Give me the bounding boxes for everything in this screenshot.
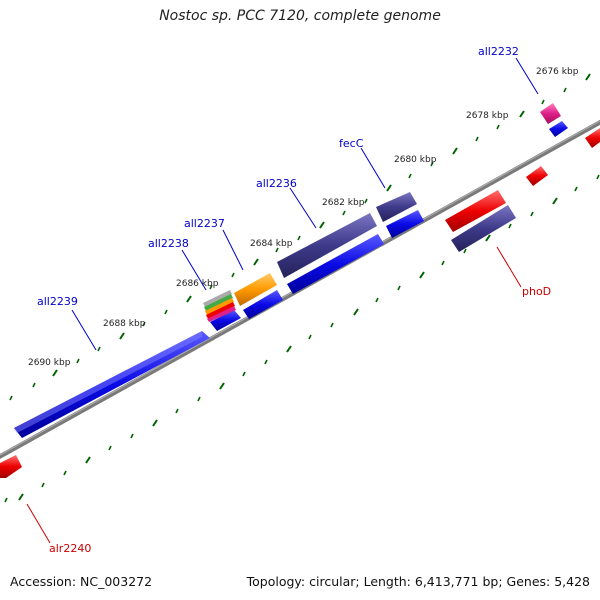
gene-fecC-top[interactable] xyxy=(376,192,417,222)
gene-label-all2232[interactable]: all2232 xyxy=(478,45,519,58)
kbp-label-2684: 2684 kbp xyxy=(250,239,293,249)
kbp-label-2690: 2690 kbp xyxy=(28,358,71,368)
gene-label-all2236[interactable]: all2236 xyxy=(256,177,297,190)
kbp-tick-track-lower xyxy=(4,174,600,503)
gene-phoD[interactable] xyxy=(445,190,506,232)
feature-multicolor-block[interactable] xyxy=(203,290,236,322)
gene-all2237-top[interactable] xyxy=(234,273,277,306)
gene-all2237-outer[interactable] xyxy=(243,290,283,319)
kbp-label-2678: 2678 kbp xyxy=(466,111,509,121)
kbp-label-2680: 2680 kbp xyxy=(394,155,437,165)
gene-label-phoD[interactable]: phoD xyxy=(522,285,551,298)
gene-label-all2239[interactable]: all2239 xyxy=(37,295,78,308)
gene-red-edge-right[interactable] xyxy=(585,128,600,148)
gene-all2232-outer[interactable] xyxy=(549,121,568,137)
gene-red-small-1[interactable] xyxy=(526,166,548,186)
kbp-label-2686: 2686 kbp xyxy=(176,279,219,289)
gene-fecC-outer[interactable] xyxy=(386,210,424,238)
gene-all2236-top[interactable] xyxy=(277,213,377,278)
gene-all2239-outer[interactable] xyxy=(14,331,210,438)
gene-phoD-inner[interactable] xyxy=(451,205,516,252)
genome-summary-text: Topology: circular; Length: 6,413,771 bp… xyxy=(246,574,590,589)
gene-all2236-outer[interactable] xyxy=(287,234,384,294)
gene-all2238-outer[interactable] xyxy=(210,310,241,331)
kbp-label-2688: 2688 kbp xyxy=(103,319,146,329)
gene-label-fecC[interactable]: fecC xyxy=(339,137,364,150)
gene-label-all2237[interactable]: all2237 xyxy=(184,217,225,230)
gene-label-alr2240[interactable]: alr2240 xyxy=(49,542,91,555)
kbp-label-2676: 2676 kbp xyxy=(536,67,579,77)
label-leaders xyxy=(26,57,539,544)
gene-all2232-top[interactable] xyxy=(540,103,561,124)
gene-label-all2238[interactable]: all2238 xyxy=(148,237,189,250)
kbp-label-2682: 2682 kbp xyxy=(322,198,365,208)
gene-alr2240[interactable] xyxy=(0,455,22,478)
kbp-tick-track-upper xyxy=(9,73,591,401)
kbp-labels: 2676 kbp 2678 kbp 2680 kbp 2682 kbp 2684… xyxy=(28,67,579,368)
page-title: Nostoc sp. PCC 7120, complete genome xyxy=(159,8,441,24)
accession-text: Accession: NC_003272 xyxy=(10,574,153,589)
